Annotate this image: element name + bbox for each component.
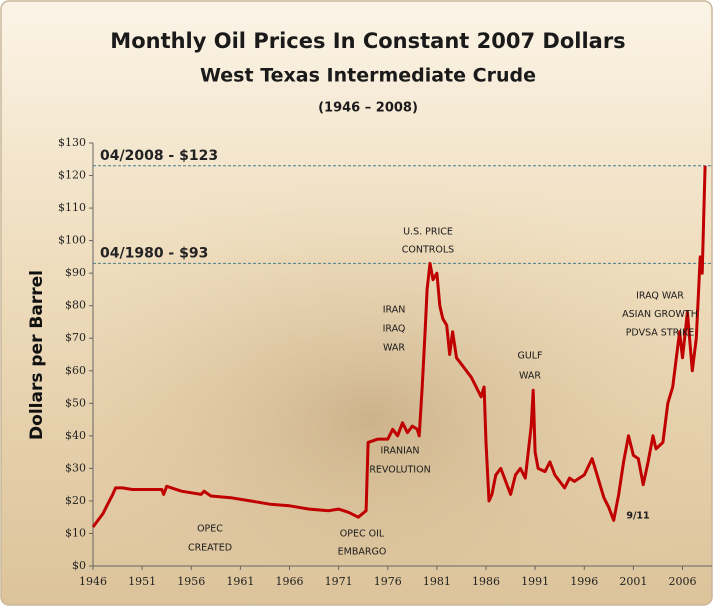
chart: Monthly Oil Prices In Constant 2007 Doll… [0, 0, 714, 607]
x-tick-label: 2006 [669, 575, 697, 588]
y-tick-label: $50 [65, 396, 86, 409]
annotation: WAR [383, 343, 405, 354]
annotation: EMBARGO [338, 547, 387, 558]
annotation: GULF [517, 351, 542, 362]
y-tick-label: $0 [72, 559, 86, 572]
reference-label: 04/2008 - $123 [100, 148, 218, 164]
x-tick-label: 1961 [226, 575, 254, 588]
x-tick-label: 1981 [423, 575, 451, 588]
y-tick-label: $70 [65, 331, 86, 344]
x-tick-label: 2001 [619, 575, 647, 588]
annotation: IRAQ WAR [636, 291, 684, 302]
y-tick-label: $130 [58, 136, 86, 149]
annotation: ASIAN GROWTH [622, 309, 698, 320]
y-tick-label: $80 [65, 299, 86, 312]
y-tick-label: $30 [65, 461, 86, 474]
annotation: OPEC OIL [340, 529, 385, 540]
annotation: CREATED [188, 543, 232, 554]
chart-subtitle: West Texas Intermediate Crude [200, 65, 536, 87]
chart-period: (1946 – 2008) [318, 101, 418, 116]
annotation: CONTROLS [402, 245, 454, 256]
annotation: 9/11 [626, 511, 649, 522]
x-tick-label: 1956 [177, 575, 205, 588]
y-tick-label: $20 [65, 494, 86, 507]
annotation: U.S. PRICE [403, 227, 453, 238]
y-tick-label: $110 [58, 201, 86, 214]
page: Monthly Oil Prices In Constant 2007 Doll… [0, 0, 714, 607]
x-tick-label: 1991 [521, 575, 549, 588]
annotation: IRANIAN [380, 446, 419, 457]
x-tick-label: 1976 [374, 575, 402, 588]
x-tick-label: 1966 [276, 575, 304, 588]
annotation: PDVSA STRIKE [626, 328, 695, 339]
annotation: IRAN [383, 305, 406, 316]
y-axis-label: Dollars per Barrel [27, 270, 47, 440]
photo-backdrop [93, 143, 712, 566]
y-tick-label: $120 [58, 169, 86, 182]
y-tick-label: $40 [65, 429, 86, 442]
annotation: OPEC [197, 524, 223, 535]
x-tick-label: 1951 [128, 575, 156, 588]
x-tick-label: 1946 [79, 575, 107, 588]
y-tick-label: $90 [65, 266, 86, 279]
annotation: REVOLUTION [369, 465, 430, 476]
y-tick-label: $10 [65, 526, 86, 539]
reference-label: 04/1980 - $93 [100, 245, 208, 261]
x-tick-label: 1971 [325, 575, 353, 588]
annotation: WAR [519, 371, 541, 382]
annotation: IRAQ [383, 324, 406, 335]
y-tick-label: $100 [58, 234, 86, 247]
x-tick-label: 1996 [570, 575, 598, 588]
y-tick-label: $60 [65, 364, 86, 377]
x-tick-label: 1986 [472, 575, 500, 588]
chart-title: Monthly Oil Prices In Constant 2007 Doll… [110, 29, 625, 53]
